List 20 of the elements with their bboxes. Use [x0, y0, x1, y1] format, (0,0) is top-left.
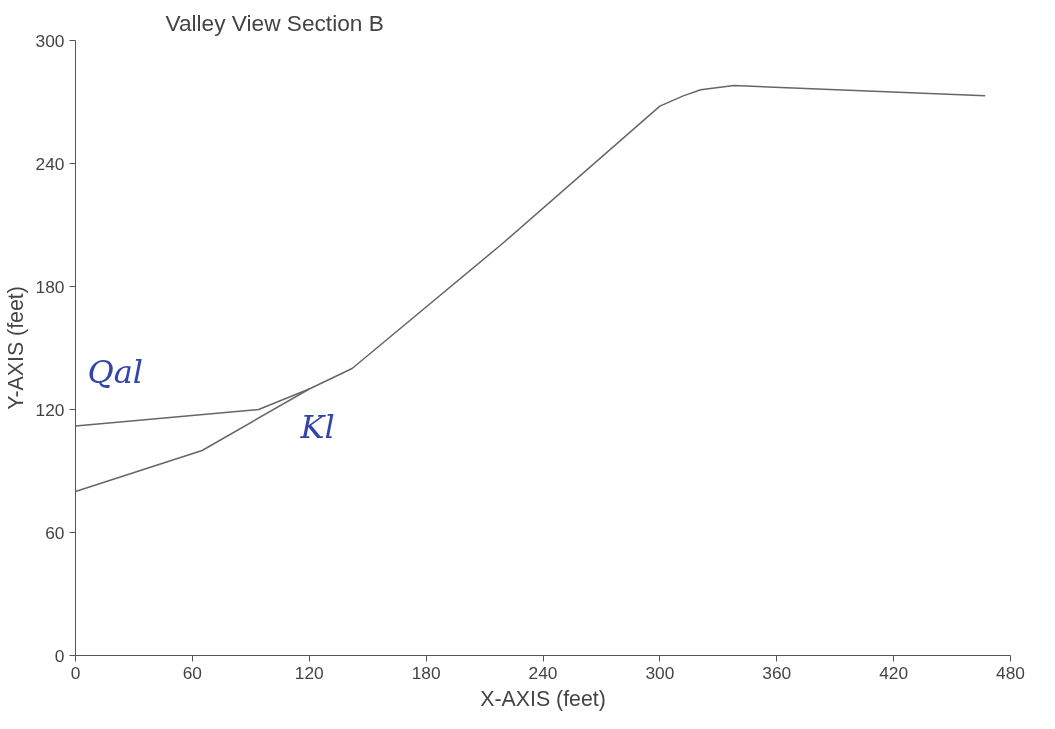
x-axis-title: X-AXIS (feet) [480, 686, 606, 711]
y-tick-label: 0 [54, 645, 65, 666]
y-tick-label: 60 [45, 522, 65, 543]
y-tick-label: 240 [35, 153, 65, 174]
y-tick-label: 300 [35, 30, 65, 51]
x-tick-label: 480 [996, 662, 1025, 683]
chart-title: Valley View Section B [165, 9, 384, 36]
x-tick-label: 360 [762, 662, 792, 683]
x-tick-label: 60 [182, 662, 203, 683]
x-tick-label: 0 [70, 662, 81, 683]
annotation: Qal [87, 352, 144, 391]
y-axis-title: Y-AXIS (feet) [3, 286, 28, 410]
x-tick-label: 300 [645, 662, 675, 683]
x-tick-label: 180 [411, 662, 441, 683]
annotation: Kl [299, 407, 335, 446]
x-tick-label: 120 [294, 662, 324, 683]
x-tick-label: 420 [879, 662, 909, 683]
y-tick-label: 180 [35, 276, 65, 297]
x-tick-label: 240 [528, 662, 558, 683]
y-tick-label: 120 [35, 399, 65, 420]
